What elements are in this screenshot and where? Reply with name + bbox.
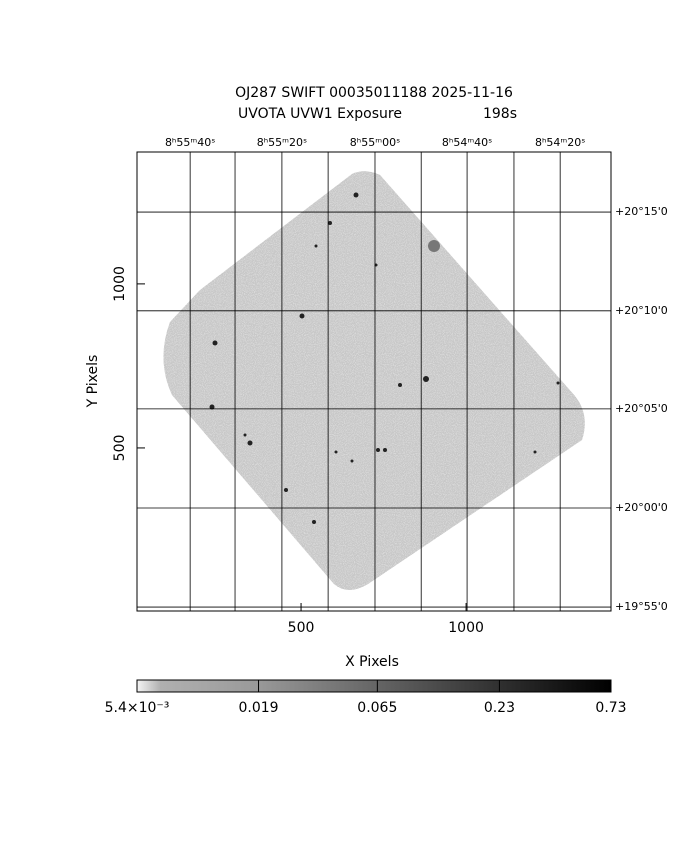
plot-frame [136,151,612,612]
ra-tick-label: 8ʰ54ᵐ20ˢ [535,136,585,149]
dec-tick-label: +20°05'0 [615,402,668,415]
dec-tick-label: +20°15'0 [615,205,668,218]
y-axis-label: Y Pixels [85,355,101,409]
ra-tick-label: 8ʰ55ᵐ00ˢ [350,136,400,149]
colorbar-tick-label: 0.23 [484,700,515,716]
colorbar-tick-label: 0.019 [238,700,278,716]
x-axis-label: X Pixels [345,654,399,670]
chart-subtitle: UVOTA UVW1 Exposure [238,106,402,122]
x-tick-label: 1000 [448,620,484,636]
dec-tick-label: +20°00'0 [615,501,668,514]
colorbar-tick-label: 0.065 [357,700,397,716]
exposure-time: 198s [483,106,517,122]
ra-tick-label: 8ʰ55ᵐ40ˢ [165,136,215,149]
ra-tick-label: 8ʰ55ᵐ20ˢ [257,136,307,149]
chart-title: OJ287 SWIFT 00035011188 2025-11-16 [235,85,513,101]
y-tick-label: 500 [112,435,128,462]
colorbar-tick-label: 0.73 [595,700,626,716]
dec-tick-label: +20°10'0 [615,304,668,317]
colorbar [136,679,612,693]
dec-tick-label: +19°55'0 [615,600,668,613]
ra-tick-label: 8ʰ54ᵐ40ˢ [442,136,492,149]
y-tick-label: 1000 [112,266,128,302]
x-tick-label: 500 [288,620,315,636]
colorbar-tick-label: 5.4×10⁻³ [105,700,170,716]
